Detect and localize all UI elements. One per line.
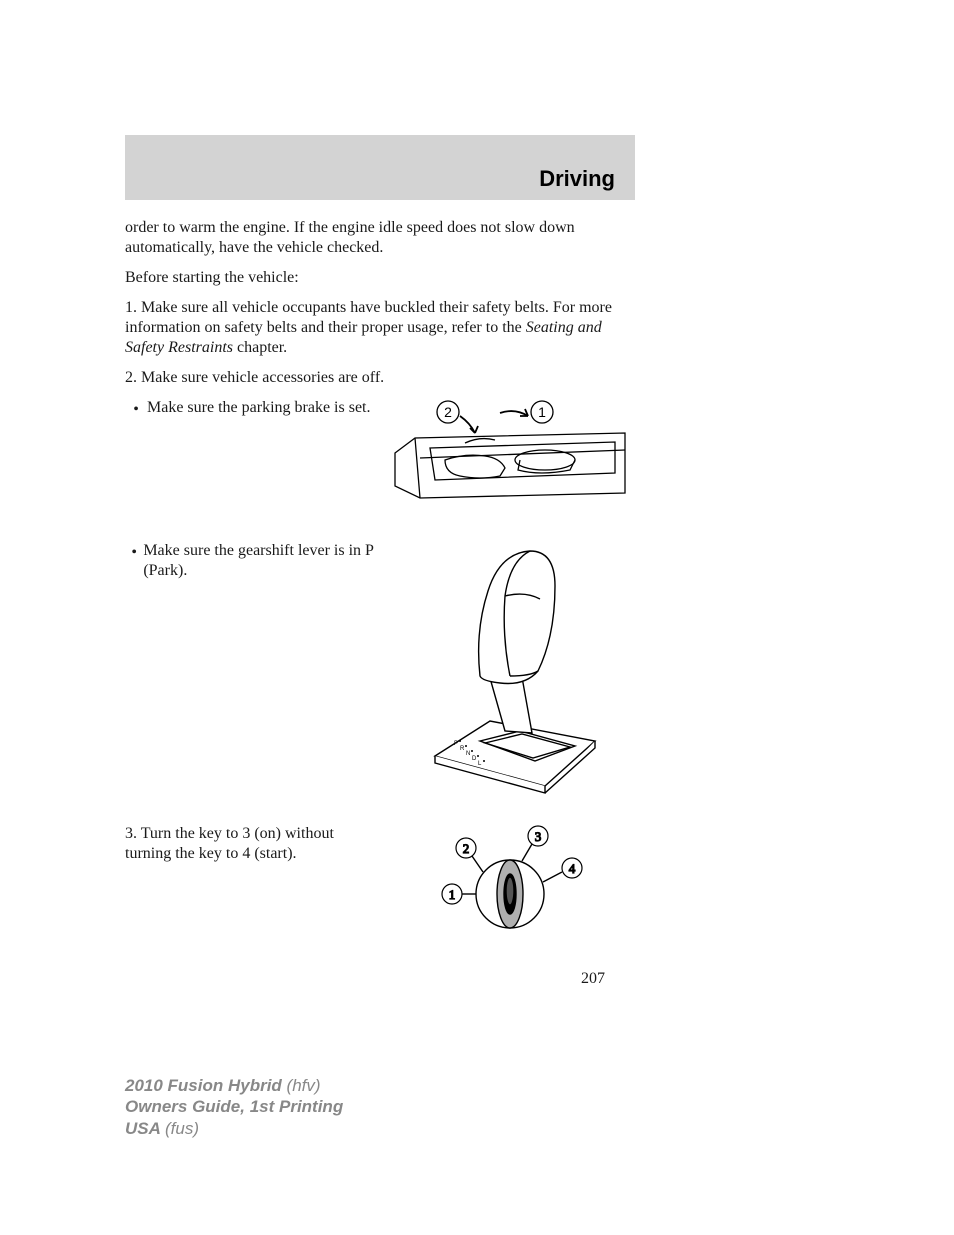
- gear-n: N: [466, 751, 470, 757]
- figure-ignition-col: 1 2 3 4: [385, 824, 635, 939]
- page-content: order to warm the engine. If the engine …: [125, 200, 635, 989]
- footer-block: 2010 Fusion Hybrid (hfv) Owners Guide, 1…: [125, 1075, 343, 1139]
- page-number: 207: [125, 969, 635, 989]
- footer-model: 2010 Fusion Hybrid: [125, 1076, 287, 1095]
- callout-2: 2: [444, 404, 452, 420]
- paragraph-intro: Before starting the vehicle:: [125, 268, 635, 288]
- parking-brake-diagram: 2 1: [390, 398, 630, 513]
- callout-1: 1: [538, 404, 546, 420]
- gearshift-diagram: P R N D L: [410, 541, 610, 796]
- figure-gearshift-col: P R N D L: [385, 541, 635, 796]
- bullet-1-text: Make sure the parking brake is set.: [147, 398, 370, 418]
- paragraph-continuation: order to warm the engine. If the engine …: [125, 218, 635, 258]
- step-3-row: 3. Turn the key to 3 (on) without turnin…: [125, 824, 635, 939]
- bullet-2-text: Make sure the gearshift lever is in P (P…: [143, 541, 375, 581]
- bullet-dot-icon: •: [125, 541, 143, 563]
- gear-r: R: [460, 746, 465, 752]
- step-3-text: 3. Turn the key to 3 (on) without turnin…: [125, 824, 375, 864]
- key-pos-4: 4: [569, 861, 576, 876]
- bullet-dot-icon: •: [125, 398, 147, 420]
- footer-region-code: (fus): [165, 1119, 199, 1138]
- step-1-text-c: chapter.: [233, 339, 287, 356]
- chapter-title: Driving: [539, 166, 615, 192]
- gear-d: D: [472, 756, 477, 762]
- bullet-1-text-col: • Make sure the parking brake is set.: [125, 398, 385, 420]
- ignition-key-diagram: 1 2 3 4: [410, 824, 610, 939]
- figure-parking-brake-col: 2 1: [385, 398, 635, 513]
- footer-model-code: (hfv): [287, 1076, 321, 1095]
- step-1: 1. Make sure all vehicle occupants have …: [125, 298, 635, 358]
- key-pos-3: 3: [535, 829, 542, 844]
- bullet-2-text-col: • Make sure the gearshift lever is in P …: [125, 541, 385, 581]
- bullet-row-gearshift: • Make sure the gearshift lever is in P …: [125, 541, 635, 796]
- key-pos-1: 1: [449, 887, 456, 902]
- chapter-header-bar: Driving: [125, 135, 635, 200]
- footer-region: USA: [125, 1119, 165, 1138]
- step-2: 2. Make sure vehicle accessories are off…: [125, 368, 635, 388]
- key-pos-2: 2: [463, 841, 470, 856]
- step-3-text-col: 3. Turn the key to 3 (on) without turnin…: [125, 824, 385, 864]
- page-container: Driving order to warm the engine. If the…: [125, 135, 635, 989]
- gear-p: P: [454, 741, 458, 747]
- footer-guide: Owners Guide, 1st Printing: [125, 1096, 343, 1117]
- bullet-row-parking-brake: • Make sure the parking brake is set.: [125, 398, 635, 513]
